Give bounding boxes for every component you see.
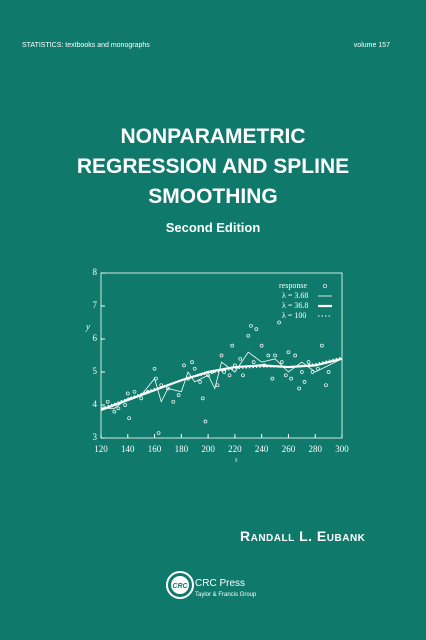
edition: Second Edition [165,220,261,235]
y-axis-label: y [85,322,90,332]
y-tick-label: 7 [93,300,98,310]
data-point [139,396,144,401]
x-tick-label: 180 [175,444,189,454]
publisher: CRC Press [195,578,246,589]
smoothing-line [100,357,343,411]
publisher-logo: CRC [166,571,194,599]
data-point [254,327,259,331]
volume: volume 157 [353,42,390,49]
data-point [171,399,176,404]
x-tick-label: 200 [201,444,215,454]
data-point [203,419,208,424]
data-point [105,399,110,404]
data-point [238,356,243,361]
plot-frame [100,272,343,439]
data-point [286,350,291,355]
data-point [132,389,137,394]
data-point [302,380,307,384]
data-point [219,353,224,358]
data-point [283,373,288,378]
data-point [182,363,186,368]
legend-label: λ = 3.68 [282,291,308,300]
data-point [215,383,220,388]
data-point [326,370,331,374]
series-name: STATISTICS: textbooks and monographs [22,42,150,49]
data-point [306,360,311,364]
data-point [246,333,251,338]
data-point [176,393,181,397]
data-point [273,353,277,358]
data-point [289,376,293,381]
data-point [200,396,205,401]
data-point [279,360,284,364]
data-point [112,409,117,414]
data-point [324,383,328,388]
x-axis-label: x [235,457,238,463]
data-point [277,320,281,325]
data-point [241,373,245,378]
smoothing-line [100,356,343,409]
data-point [127,416,131,421]
data-point [297,386,302,391]
data-point [222,370,227,374]
y-tick-label: 8 [93,267,98,277]
title-line: REGRESSION AND SPLINE [76,155,350,178]
x-tick-label: 220 [228,444,242,454]
data-point [299,370,304,374]
data-point [125,391,130,396]
x-tick-label: 240 [255,444,269,454]
y-tick-label: 5 [93,366,98,376]
legend-marker [322,283,328,289]
data-point [190,360,194,364]
data-point [251,360,256,364]
data-point [270,376,275,381]
x-tick-label: 120 [94,444,108,454]
title-line: NONPARAMETRIC [120,125,306,148]
svg-text:CRC: CRC [172,583,188,590]
y-tick-label: 3 [93,432,98,442]
legend-label: λ = 100 [282,311,306,320]
data-point [152,366,157,371]
smoothing-line [101,351,343,409]
data-point [227,373,232,378]
data-point [116,406,121,411]
x-tick-label: 160 [148,444,162,454]
publisher-group: Taylor & Francis Group [195,592,257,598]
title: NONPARAMETRIC REGRESSION AND SPLINE SMOO… [0,122,426,212]
data-point [293,353,297,358]
legend-label: response [279,281,307,290]
data-point [316,366,320,371]
data-point [198,380,202,384]
data-point [192,366,197,371]
x-tick-label: 140 [121,444,135,454]
chart: 120 140 160 180 200 220 240 260 280 300 3 4 5 6 7 8 y x re… [85,267,349,463]
data-point [320,343,324,348]
legend-label: λ = 36.8 [282,301,308,310]
x-tick-label: 300 [335,444,349,454]
data-point [230,343,235,348]
data-point [266,353,271,358]
y-tick-label: 6 [93,333,98,343]
data-point [259,343,264,348]
x-tick-label: 260 [282,444,296,454]
title-line: SMOOTHING [148,185,278,208]
author: Randall L. Eubank [240,528,366,544]
y-tick-label: 4 [93,399,98,409]
data-point [156,431,161,435]
data-point [123,403,127,407]
data-point [249,323,253,328]
x-tick-label: 280 [308,444,322,454]
